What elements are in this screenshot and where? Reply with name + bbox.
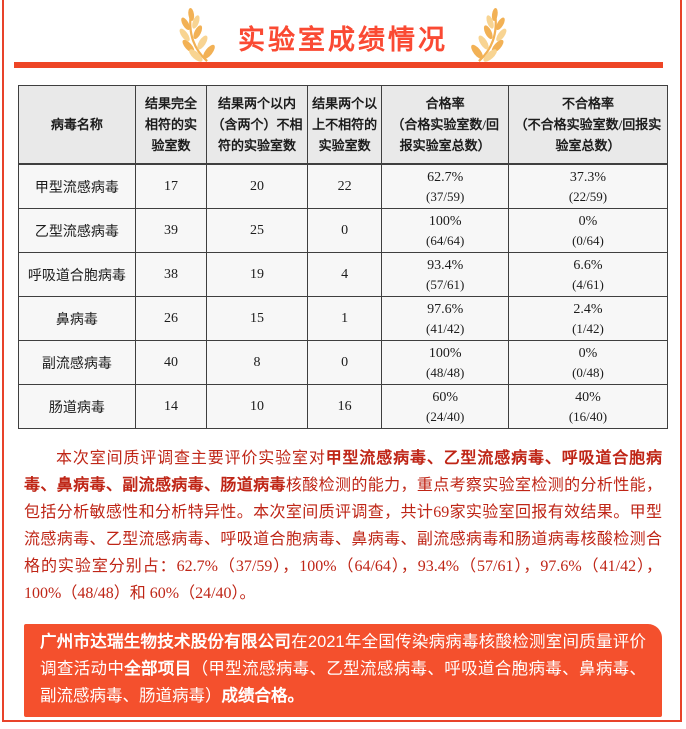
virus-name: 副流感病毒 <box>18 340 136 385</box>
over-two-count: 22 <box>306 163 383 209</box>
within-two-count: 20 <box>206 163 308 209</box>
text-segment: 核酸检测的能力，重点考察实验室检测的分析性能，包括分析敏感性和分析特异性。本次室… <box>24 477 662 602</box>
virus-name: 鼻病毒 <box>18 296 136 341</box>
over-two-count: 1 <box>306 296 383 341</box>
within-two-count: 15 <box>206 296 308 341</box>
within-two-count: 10 <box>206 384 308 429</box>
summary-paragraph: 本次室间质评调查主要评价实验室对甲型流感病毒、乙型流感病毒、呼吸道合胞病毒、鼻病… <box>24 445 662 607</box>
table-row: 鼻病毒 26 15 1 97.6% (41/42) 2.4% (1/42) <box>18 296 669 341</box>
text-segment: 在2021年全国传染病病毒核酸检测室间质量评价调查活动中 <box>40 633 646 678</box>
over-two-count: 0 <box>306 208 383 253</box>
highlight-box: 广州市达瑞生物技术股份有限公司在2021年全国传染病病毒核酸检测室间质量评价调查… <box>24 624 662 717</box>
within-two-count: 8 <box>206 340 308 385</box>
page-title: 实验室成绩情况 <box>238 24 448 55</box>
text-segment: 本次室间质评调查主要评价实验室对 <box>56 450 326 467</box>
text-segment-bold: 广州市达瑞生物技术股份有限公司 <box>40 633 292 651</box>
table-row: 乙型流感病毒 39 25 0 100% (64/64) 0% (0/64) <box>18 208 669 253</box>
page-header: 实验室成绩情况 <box>0 0 686 62</box>
title-divider-bar <box>14 62 663 68</box>
fail-rate-cell: 40% (16/40) <box>507 384 669 429</box>
within-two-count: 19 <box>206 252 308 297</box>
virus-name: 甲型流感病毒 <box>18 163 136 209</box>
full-match-count: 26 <box>134 296 208 341</box>
text-segment-bold: 成绩合格。 <box>221 687 305 705</box>
virus-name: 乙型流感病毒 <box>18 208 136 253</box>
full-match-count: 39 <box>134 208 208 253</box>
pass-rate-cell: 97.6% (41/42) <box>381 296 509 341</box>
table-row: 甲型流感病毒 17 20 22 62.7% (37/59) 37.3% (22/59) <box>18 163 669 209</box>
table-header-row: 病毒名称 结果完全相符的实验室数 结果两个以内（含两个）不相符的实验室数 结果两个以上… <box>18 85 669 165</box>
highlight-box-text: 广州市达瑞生物技术股份有限公司在2021年全国传染病病毒核酸检测室间质量评价调查… <box>40 633 646 705</box>
table-row: 呼吸道合胞病毒 38 19 4 93.4% (57/61) 6.6% (4/61) <box>18 252 669 297</box>
full-match-count: 14 <box>134 384 208 429</box>
virus-name: 呼吸道合胞病毒 <box>18 252 136 297</box>
pass-rate-cell: 100% (64/64) <box>381 208 509 253</box>
table-row: 副流感病毒 40 8 0 100% (48/48) 0% (0/48) <box>18 340 669 385</box>
table-body: 甲型流感病毒 17 20 22 62.7% (37/59) 37.3% (22/59) 乙型流感… <box>18 163 669 429</box>
text-segment: （甲型流感病毒、乙型流感病毒、呼吸道合胞病毒、鼻病毒、副流感病毒、肠道病毒） <box>40 660 647 705</box>
over-two-count: 4 <box>306 252 383 297</box>
column-header: 病毒名称 <box>18 85 136 165</box>
text-segment-bold: 全部项目 <box>124 660 192 678</box>
virus-name: 肠道病毒 <box>18 384 136 429</box>
pass-rate-cell: 62.7% (37/59) <box>381 163 509 209</box>
text-segment-bold: 甲型流感病毒、乙型流感病毒、呼吸道合胞病毒、鼻病毒、副流感病毒、肠道病毒 <box>24 450 662 494</box>
pass-rate-cell: 60% (24/40) <box>381 384 509 429</box>
column-header: 结果完全相符的实验室数 <box>134 85 208 165</box>
fail-rate-cell: 0% (0/48) <box>507 340 669 385</box>
fail-rate-cell: 0% (0/64) <box>507 208 669 253</box>
pass-rate-cell: 100% (48/48) <box>381 340 509 385</box>
results-table: 病毒名称 结果完全相符的实验室数 结果两个以内（含两个）不相符的实验室数 结果两个以上… <box>18 85 669 429</box>
fail-rate-cell: 37.3% (22/59) <box>507 163 669 209</box>
pass-rate-cell: 93.4% (57/61) <box>381 252 509 297</box>
column-header: 合格率 （合格实验室数/回报实验室总数） <box>381 85 509 165</box>
table-row: 肠道病毒 14 10 16 60% (24/40) 40% (16/40) <box>18 384 669 429</box>
column-header: 结果两个以内（含两个）不相符的实验室数 <box>206 85 308 165</box>
full-match-count: 38 <box>134 252 208 297</box>
wheat-branch-left-icon <box>166 7 222 63</box>
full-match-count: 17 <box>134 163 208 209</box>
fail-rate-cell: 6.6% (4/61) <box>507 252 669 297</box>
full-match-count: 40 <box>134 340 208 385</box>
fail-rate-cell: 2.4% (1/42) <box>507 296 669 341</box>
over-two-count: 16 <box>306 384 383 429</box>
column-header: 不合格率 （不合格实验室数/回报实验室总数） <box>507 85 669 165</box>
wheat-branch-right-icon <box>464 7 520 63</box>
column-header: 结果两个以上不相符的实验室数 <box>306 85 383 165</box>
over-two-count: 0 <box>306 340 383 385</box>
within-two-count: 25 <box>206 208 308 253</box>
